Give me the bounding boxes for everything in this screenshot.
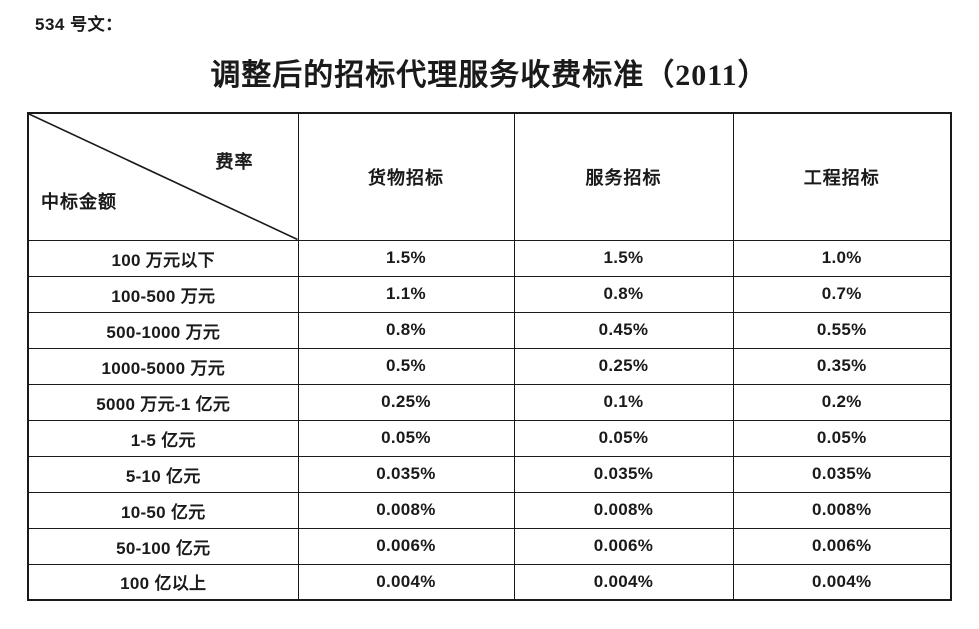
rate-value-cell: 0.5% (297, 347, 515, 385)
fee-rate-table: 费率 中标金额 货物招标 服务招标 工程招标 100 万元以下 1.5% 1.5… (27, 112, 952, 601)
rate-value-cell: 1.5% (297, 239, 515, 277)
rate-value-cell: 0.05% (297, 419, 515, 457)
rate-value-cell: 0.004% (732, 563, 952, 601)
rate-value-cell: 0.008% (732, 491, 952, 529)
rate-value-cell: 0.035% (297, 455, 515, 493)
rate-value-cell: 0.035% (732, 455, 952, 493)
table-row: 500-1000 万元 0.8% 0.45% 0.55% (27, 311, 952, 349)
rate-value-cell: 0.45% (513, 311, 734, 349)
rate-value-cell: 0.008% (513, 491, 734, 529)
table-row: 100 万元以下 1.5% 1.5% 1.0% (27, 239, 952, 277)
rate-value-cell: 0.05% (732, 419, 952, 457)
rate-value-cell: 0.35% (732, 347, 952, 385)
rate-value-cell: 0.035% (513, 455, 734, 493)
corner-label-bid-amount: 中标金额 (41, 191, 117, 212)
diagonal-divider-line (29, 114, 298, 240)
row-label-cell: 50-100 亿元 (27, 527, 299, 565)
table-row: 1-5 亿元 0.05% 0.05% 0.05% (27, 419, 952, 457)
rate-value-cell: 0.8% (513, 275, 734, 313)
rate-value-cell: 0.55% (732, 311, 952, 349)
rate-value-cell: 0.2% (732, 383, 952, 421)
table-row: 100 亿以上 0.004% 0.004% 0.004% (27, 563, 952, 601)
column-header-services: 服务招标 (513, 112, 734, 241)
rate-value-cell: 0.006% (732, 527, 952, 565)
row-label-cell: 1-5 亿元 (27, 419, 299, 457)
rate-value-cell: 0.006% (297, 527, 515, 565)
rate-value-cell: 0.004% (513, 563, 734, 601)
table-row: 5-10 亿元 0.035% 0.035% 0.035% (27, 455, 952, 493)
rate-value-cell: 0.7% (732, 275, 952, 313)
diagonal-corner-cell: 费率 中标金额 (27, 112, 299, 241)
row-label-cell: 5000 万元-1 亿元 (27, 383, 299, 421)
column-header-engineering: 工程招标 (732, 112, 952, 241)
row-label-cell: 5-10 亿元 (27, 455, 299, 493)
row-label-cell: 500-1000 万元 (27, 311, 299, 349)
page-title: 调整后的招标代理服务收费标准（2011） (210, 59, 769, 92)
rate-value-cell: 0.006% (513, 527, 734, 565)
document-ref-number: 534 号文： (35, 15, 123, 34)
rate-value-cell: 0.25% (297, 383, 515, 421)
table-row: 50-100 亿元 0.006% 0.006% 0.006% (27, 527, 952, 565)
row-label-cell: 10-50 亿元 (27, 491, 299, 529)
table-row: 5000 万元-1 亿元 0.25% 0.1% 0.2% (27, 383, 952, 421)
table-row: 1000-5000 万元 0.5% 0.25% 0.35% (27, 347, 952, 385)
rate-value-cell: 0.05% (513, 419, 734, 457)
rate-value-cell: 0.25% (513, 347, 734, 385)
column-header-goods: 货物招标 (297, 112, 515, 241)
table-row: 10-50 亿元 0.008% 0.008% 0.008% (27, 491, 952, 529)
corner-label-rate: 费率 (215, 152, 254, 172)
rate-value-cell: 1.1% (297, 275, 515, 313)
row-label-cell: 1000-5000 万元 (27, 347, 299, 385)
rate-value-cell: 0.1% (513, 383, 734, 421)
row-label-cell: 100 万元以下 (27, 239, 299, 277)
row-label-cell: 100-500 万元 (27, 275, 299, 313)
rate-value-cell: 0.8% (297, 311, 515, 349)
table-row: 100-500 万元 1.1% 0.8% 0.7% (27, 275, 952, 313)
rate-value-cell: 1.0% (732, 239, 952, 277)
row-label-cell: 100 亿以上 (27, 563, 299, 601)
rate-value-cell: 1.5% (513, 239, 734, 277)
rate-value-cell: 0.008% (297, 491, 515, 529)
header-row: 费率 中标金额 货物招标 服务招标 工程招标 (27, 112, 952, 241)
rate-value-cell: 0.004% (297, 563, 515, 601)
